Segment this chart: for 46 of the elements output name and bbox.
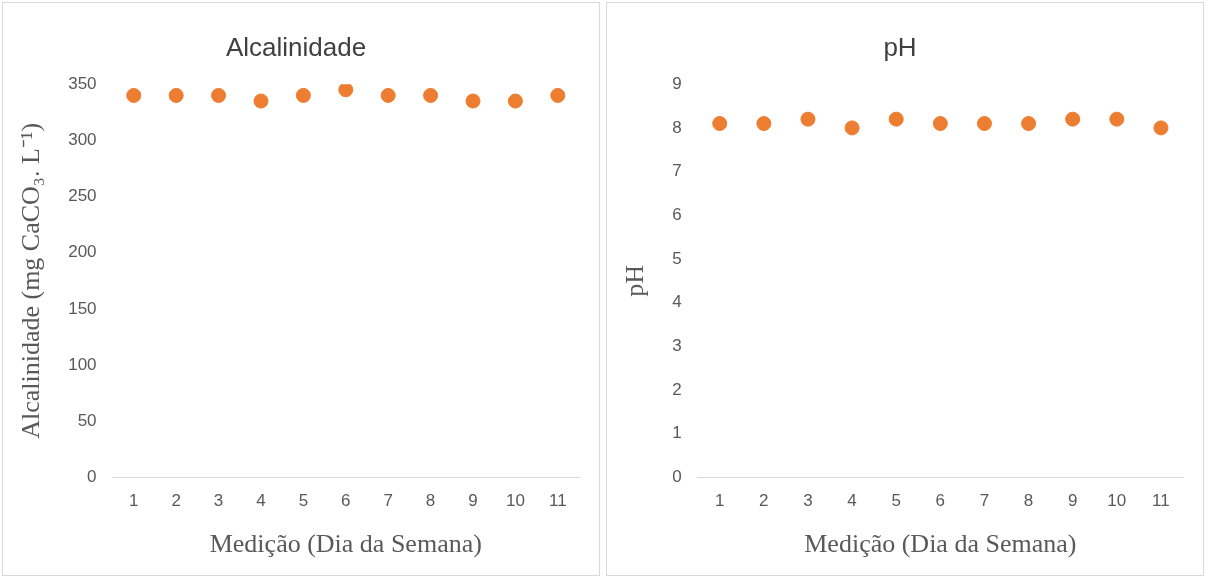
x-tick-label: 11 bbox=[548, 491, 567, 511]
y-axis-title: Alcalinidade (mg CaCO₃. L⁻¹) bbox=[16, 122, 46, 439]
x-tick-label: 2 bbox=[171, 491, 181, 511]
y-tick-label: 9 bbox=[672, 73, 682, 93]
y-tick-label: 5 bbox=[672, 248, 682, 268]
x-tick-label: 8 bbox=[1023, 491, 1034, 511]
x-tick-label: 2 bbox=[759, 491, 769, 511]
x-tick-label: 6 bbox=[935, 491, 946, 511]
y-tick-label: 0 bbox=[87, 467, 97, 487]
x-tick-label: 6 bbox=[341, 491, 351, 511]
x-axis-title: Medição (Dia da Semana) bbox=[209, 529, 482, 559]
y-tick-label: 0 bbox=[672, 467, 682, 487]
y-tick-label: 200 bbox=[68, 242, 97, 262]
x-tick-label: 1 bbox=[129, 491, 139, 511]
x-tick-label: 10 bbox=[1107, 491, 1127, 511]
x-tick-label: 1 bbox=[714, 491, 725, 511]
x-tick-label: 9 bbox=[1067, 491, 1078, 511]
y-tick-label: 2 bbox=[672, 379, 682, 399]
x-tick-label: 11 bbox=[1152, 491, 1170, 511]
x-tick-label: 3 bbox=[803, 491, 813, 511]
y-tick-label: 4 bbox=[672, 292, 682, 312]
y-tick-label: 8 bbox=[672, 117, 682, 137]
y-tick-label: 300 bbox=[68, 130, 97, 150]
y-tick-label: 150 bbox=[68, 298, 97, 318]
x-tick-label: 7 bbox=[979, 491, 990, 511]
x-tick-label: 9 bbox=[468, 491, 478, 511]
chart-title: pH bbox=[883, 31, 917, 62]
x-tick-label: 3 bbox=[213, 491, 224, 511]
x-tick-label: 10 bbox=[505, 491, 525, 511]
chart-title: Alcalinidade bbox=[225, 31, 367, 62]
y-tick-label: 3 bbox=[672, 336, 682, 356]
y-tick-label: 50 bbox=[77, 410, 97, 430]
x-tick-label: 5 bbox=[298, 491, 309, 511]
y-tick-label: 100 bbox=[68, 354, 97, 374]
x-tick-label: 4 bbox=[256, 491, 266, 511]
y-tick-label: 250 bbox=[68, 186, 97, 206]
y-tick-label: 6 bbox=[672, 204, 682, 224]
y-tick-label: 7 bbox=[672, 161, 682, 181]
y-tick-label: 1 bbox=[672, 423, 682, 443]
x-tick-label: 4 bbox=[847, 491, 857, 511]
y-axis-title: pH bbox=[620, 264, 650, 297]
y-tick-label: 350 bbox=[68, 73, 97, 93]
x-tick-label: 8 bbox=[425, 491, 436, 511]
x-tick-label: 7 bbox=[383, 491, 393, 511]
x-tick-label: 5 bbox=[891, 491, 901, 511]
x-axis-title: Medição (Dia da Semana) bbox=[804, 529, 1077, 559]
